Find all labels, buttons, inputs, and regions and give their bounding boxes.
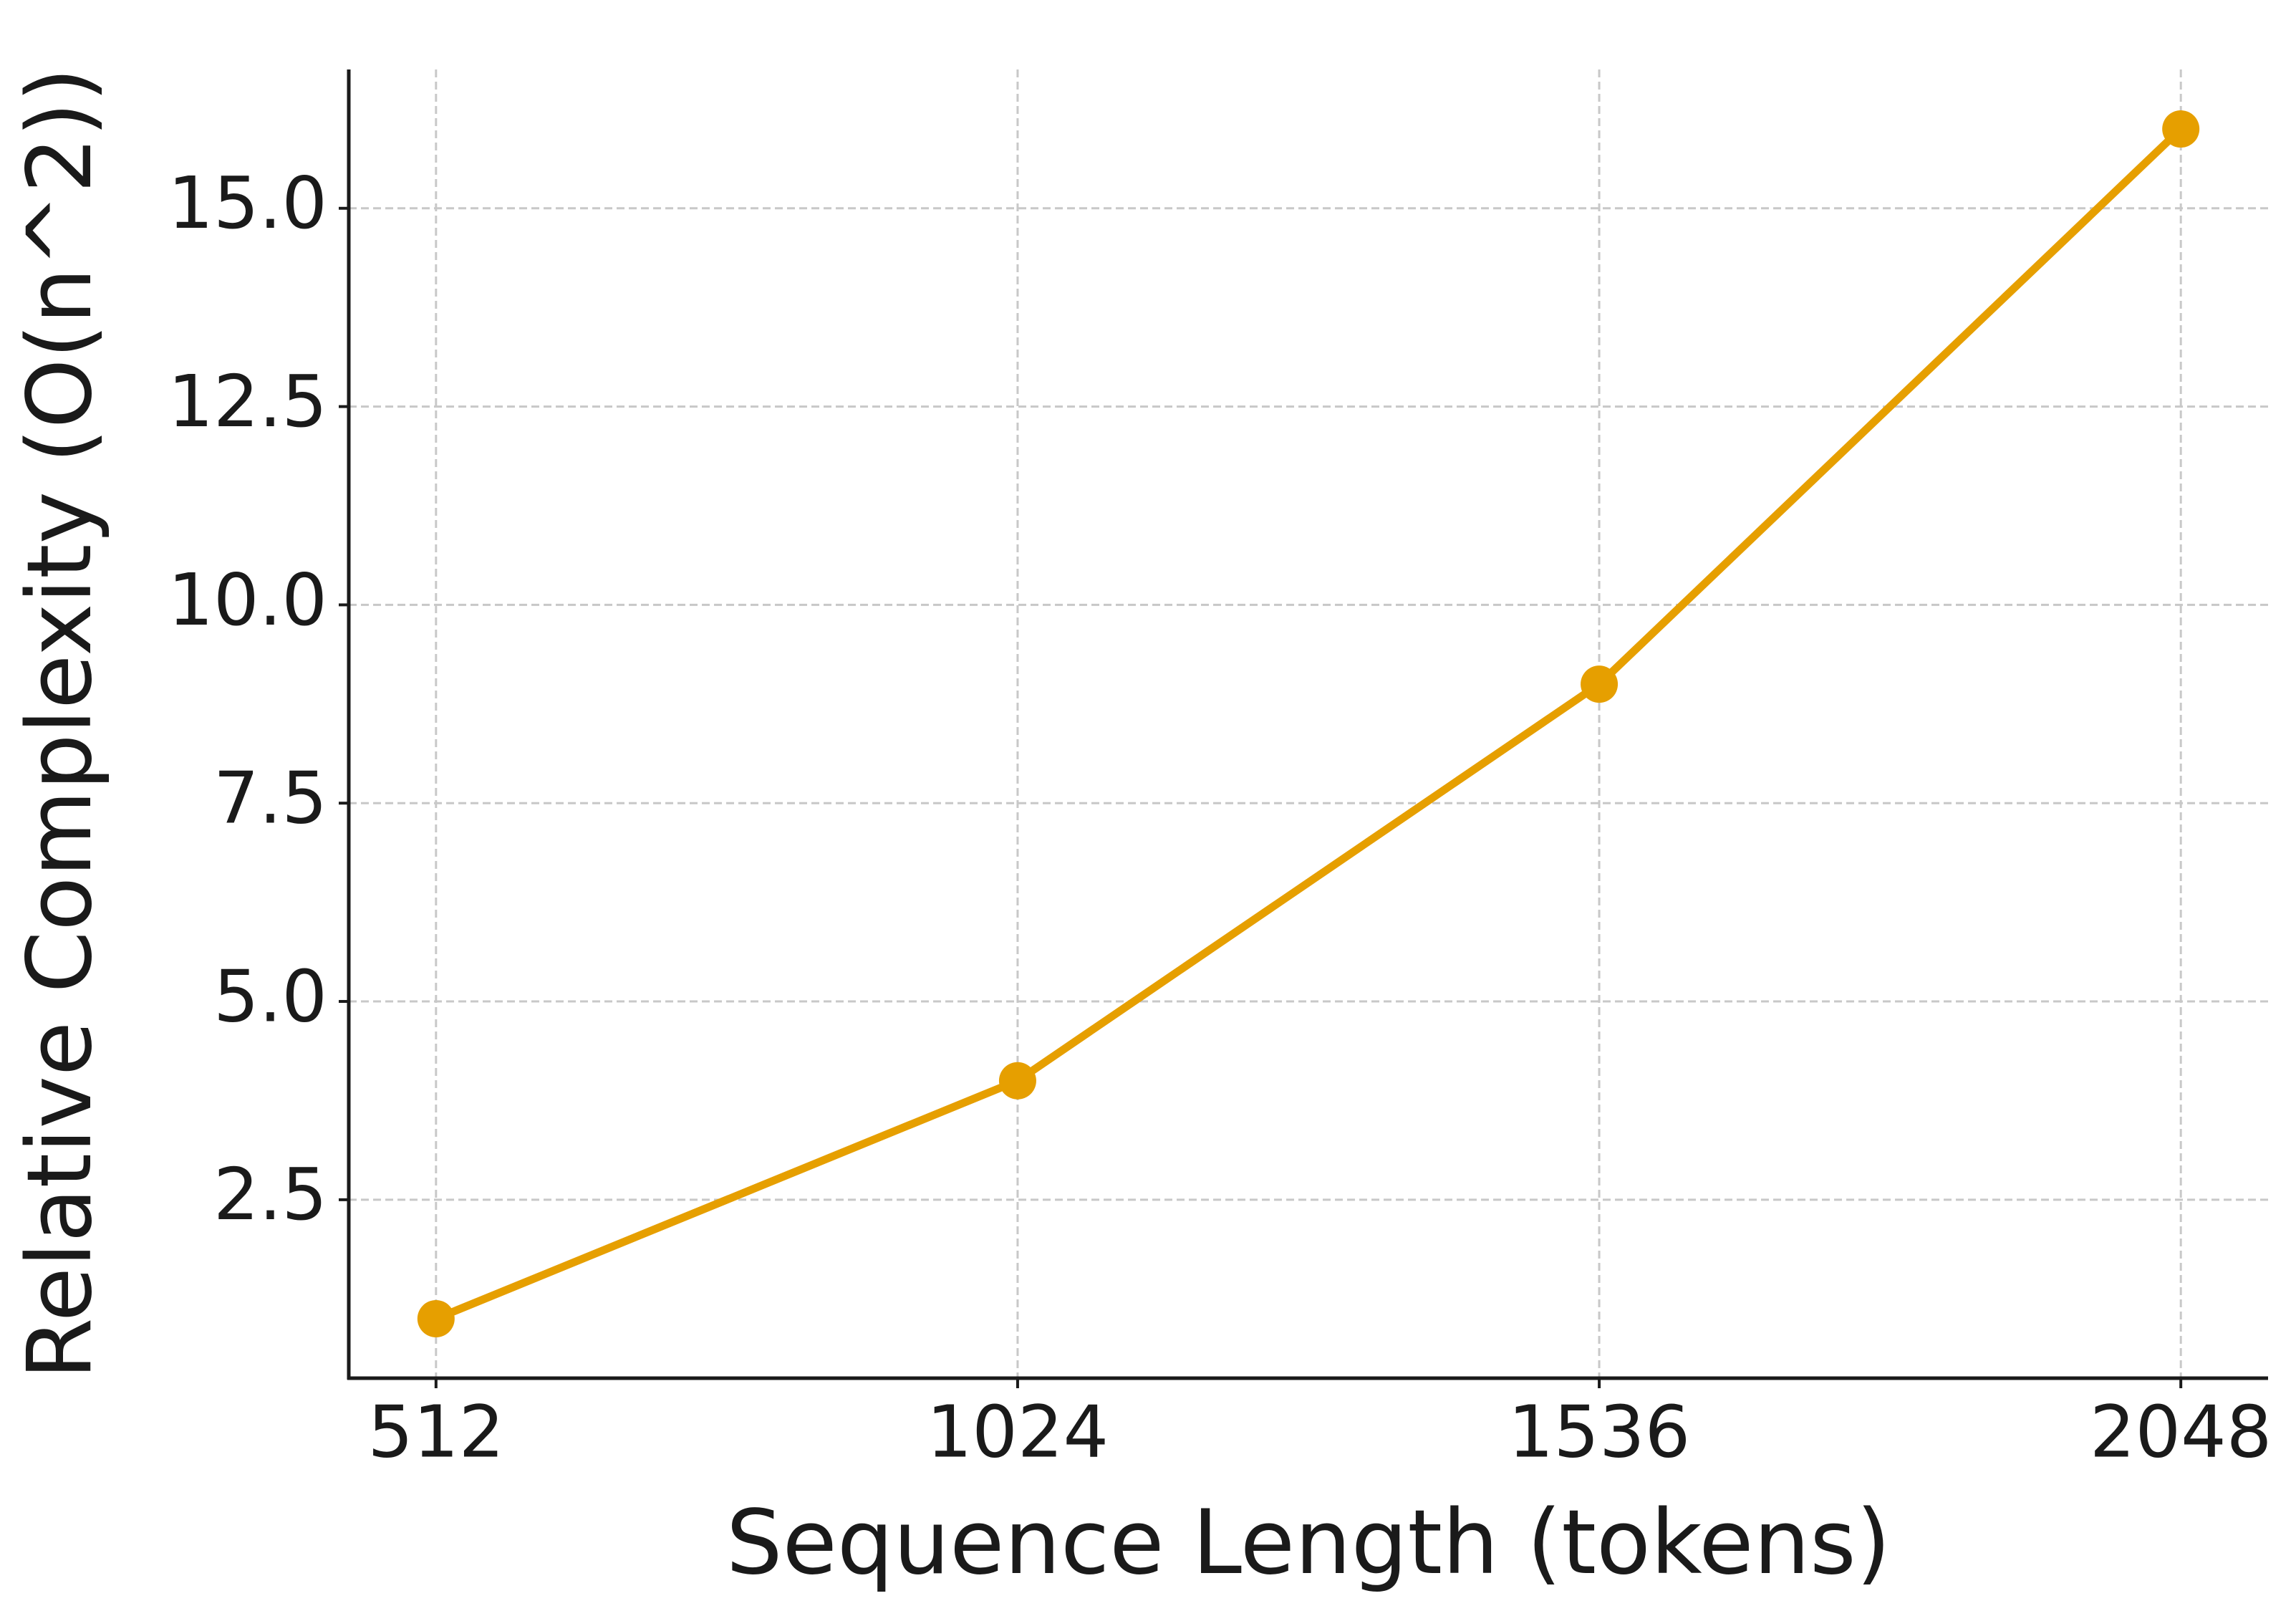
x-axis-label: Sequence Length (tokens) [726,1491,1891,1595]
x-tick-label: 2048 [2090,1390,2272,1473]
y-tick-label: 12.5 [168,360,327,443]
y-axis-label: Relative Complexity (O(n^2)) [9,67,112,1380]
data-point [998,1062,1036,1100]
y-tick-label: 5.0 [213,954,327,1038]
y-tick-label: 2.5 [213,1153,327,1236]
x-tick-label: 1024 [927,1390,1109,1473]
y-tick-label: 15.0 [168,161,327,245]
data-point [1581,665,1619,703]
x-tick-label: 1536 [1508,1390,1691,1473]
data-line [432,125,2185,1323]
data-point [417,1299,455,1337]
y-tick-label: 7.5 [213,756,327,840]
y-tick-label: 10.0 [168,558,327,642]
x-tick-label: 512 [367,1390,504,1473]
data-point [2162,110,2200,148]
